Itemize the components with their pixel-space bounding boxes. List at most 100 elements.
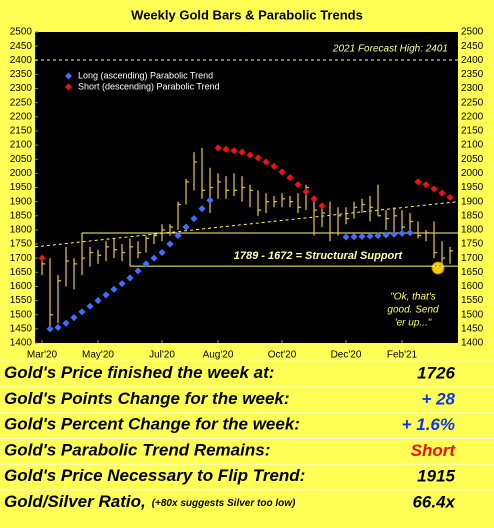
trend-dot	[78, 308, 86, 316]
chart-title: Weekly Gold Bars & Parabolic Trends	[131, 7, 363, 22]
y-tick-label-right: 1650	[461, 267, 484, 278]
trend-dot	[166, 240, 174, 248]
row-label: Gold's Parabolic Trend Remains:	[4, 441, 270, 460]
trend-dot	[246, 151, 254, 159]
y-tick-label: 1800	[10, 225, 33, 236]
y-tick-label-right: 1500	[461, 309, 484, 320]
y-tick-label: 1450	[10, 324, 33, 335]
y-tick-label-right: 2500	[461, 27, 484, 38]
y-tick-label-right: 2300	[461, 83, 484, 94]
trend-dot	[222, 145, 230, 153]
trend-dot	[254, 154, 262, 162]
row-label: Gold's Points Change for the week:	[4, 389, 290, 408]
y-tick-label: 1650	[10, 267, 33, 278]
trend-dot	[102, 291, 110, 299]
y-tick-label-right: 1950	[461, 182, 484, 193]
y-tick-label-right: 2250	[461, 97, 484, 108]
y-tick-label-right: 2050	[461, 154, 484, 165]
trend-dot	[214, 144, 222, 152]
trend-dot	[342, 233, 350, 241]
y-tick-label-right: 1800	[461, 225, 484, 236]
row-label: Gold's Percent Change for the week:	[4, 415, 300, 434]
row-note: (+80x suggests Silver too low)	[152, 498, 296, 509]
annotation: good. Send	[387, 305, 439, 316]
y-tick-label: 2200	[10, 111, 33, 122]
trend-dot	[398, 229, 406, 237]
row-value: + 28	[421, 389, 455, 408]
annotation: "Ok, that's	[390, 292, 435, 303]
row-value: 66.4x	[412, 492, 456, 511]
y-tick-label: 2500	[10, 27, 33, 38]
trend-dot	[142, 260, 150, 268]
x-tick-label: Feb'21	[387, 350, 418, 361]
trend-dot	[230, 147, 238, 155]
trend-dot	[422, 181, 430, 189]
x-tick-label: May'20	[82, 350, 114, 361]
y-tick-label: 1500	[10, 309, 33, 320]
trend-dot	[358, 232, 366, 240]
x-tick-label: Oct'20	[268, 350, 297, 361]
trend-dot	[62, 319, 70, 327]
row-label: Gold's Price finished the week at:	[4, 363, 274, 382]
y-tick-label: 1400	[10, 338, 33, 349]
y-tick-label: 1600	[10, 281, 33, 292]
trendline	[34, 201, 459, 248]
y-tick-label-right: 1900	[461, 196, 484, 207]
x-tick-label: Aug'20	[203, 350, 234, 361]
row-label-text: Gold's Parabolic Trend Remains:	[4, 441, 270, 460]
legend-label: Short (descending) Parabolic Trend	[78, 81, 220, 91]
support-label: 1789 - 1672 = Structural Support	[234, 250, 404, 262]
trend-dot	[126, 274, 134, 282]
row-label-text: Gold's Points Change for the week:	[4, 389, 290, 408]
trend-dot	[190, 215, 198, 223]
trend-dot	[430, 185, 438, 193]
y-tick-label-right: 2100	[461, 140, 484, 151]
trend-dot	[382, 231, 390, 239]
trend-dot	[118, 280, 126, 288]
trend-dot	[134, 267, 142, 275]
trend-dot	[182, 223, 190, 231]
trend-dot	[38, 254, 46, 262]
trend-dot	[110, 285, 118, 293]
y-tick-label-right: 1850	[461, 210, 484, 221]
row-value: 1726	[417, 363, 455, 382]
trend-dot	[150, 254, 158, 262]
y-tick-label: 2250	[10, 97, 33, 108]
trend-dot	[174, 232, 182, 240]
trend-dot	[294, 181, 302, 189]
legend-swatch	[64, 83, 73, 91]
x-tick-label: Dec'20	[331, 350, 362, 361]
row-label-text: Gold's Price finished the week at:	[4, 363, 274, 382]
x-tick-label: Mar'20	[27, 350, 58, 361]
trend-dot	[54, 323, 62, 331]
trend-dot	[46, 325, 54, 333]
row-label-text: Gold's Price Necessary to Flip Trend:	[4, 467, 305, 486]
y-tick-label-right: 2350	[461, 69, 484, 80]
legend-label: Long (ascending) Parabolic Trend	[78, 70, 213, 80]
trend-dot	[302, 188, 310, 196]
row-label-text: Gold's Percent Change for the week:	[4, 415, 300, 434]
trend-dot	[350, 233, 358, 241]
y-tick-label-right: 2450	[461, 41, 484, 52]
trend-dot	[366, 232, 374, 240]
y-tick-label: 2400	[10, 55, 33, 66]
y-tick-label: 1900	[10, 196, 33, 207]
y-tick-label-right: 2150	[461, 126, 484, 137]
y-tick-label-right: 1400	[461, 338, 484, 349]
trend-dot	[374, 232, 382, 240]
y-tick-label: 1550	[10, 295, 33, 306]
y-tick-label: 1850	[10, 210, 33, 221]
trend-dot	[262, 158, 270, 166]
trend-dot	[238, 148, 246, 156]
y-tick-label: 2350	[10, 69, 33, 80]
y-tick-label: 2300	[10, 83, 33, 94]
trend-dot	[278, 168, 286, 176]
trend-dot	[390, 230, 398, 238]
y-tick-label-right: 1600	[461, 281, 484, 292]
y-tick-label: 2150	[10, 126, 33, 137]
y-tick-label-right: 1750	[461, 239, 484, 250]
trend-dot	[286, 174, 294, 182]
trend-dot	[270, 162, 278, 170]
y-tick-label: 1750	[10, 239, 33, 250]
